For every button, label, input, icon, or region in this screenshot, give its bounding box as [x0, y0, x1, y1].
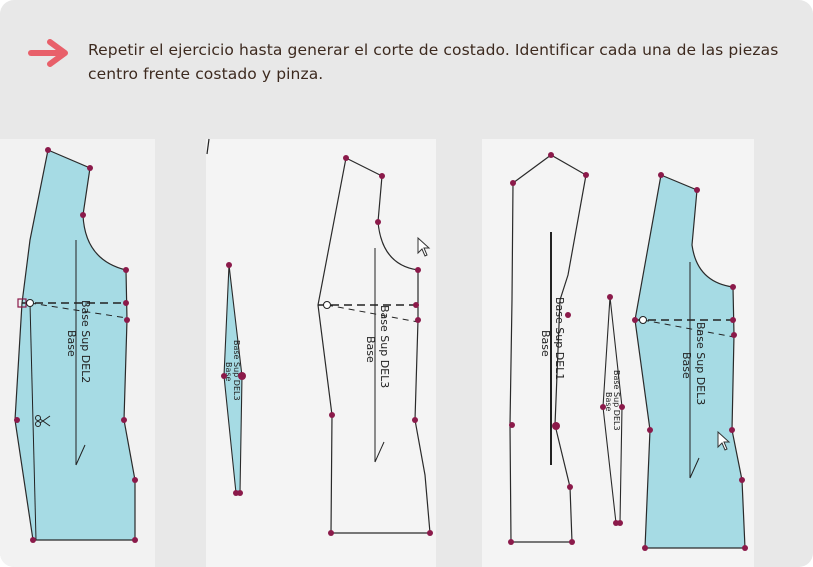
- piece-del3-outline[interactable]: Base Sup DEL3 Base: [317, 155, 433, 536]
- cursor-pointer-icon: [717, 430, 731, 451]
- piece-del3-blue-label: Base Sup DEL3: [694, 322, 707, 405]
- piece-del2[interactable]: Base Sup DEL2 Base: [14, 147, 138, 543]
- piece-dart-a[interactable]: Base Sup DEL3 Base: [221, 262, 246, 496]
- instruction-row: Repetir el ejercicio hasta generar el co…: [28, 38, 788, 86]
- piece-del1[interactable]: Base Sup DEL1 Base: [508, 152, 589, 545]
- piece-dart-b[interactable]: Base Sup DEL3 Base: [600, 294, 625, 526]
- panel-separated-pieces: [206, 139, 436, 567]
- piece-del1-sub: Base: [539, 330, 552, 357]
- instruction-text: Repetir el ejercicio hasta generar el co…: [88, 41, 779, 83]
- piece-dart-a-label: Base Sup DEL3: [232, 340, 241, 401]
- piece-del3-outline-sub: Base: [364, 336, 377, 363]
- piece-dart-b-label: Base Sup DEL3: [612, 370, 621, 431]
- piece-del3-outline-label: Base Sup DEL3: [378, 305, 391, 388]
- partial-line: [206, 138, 210, 155]
- piece-dart-a-sub: Base: [224, 362, 233, 382]
- piece-del3-blue-sub: Base: [680, 352, 693, 379]
- arrow-right-icon: [28, 39, 68, 67]
- piece-dart-b-sub: Base: [604, 392, 613, 412]
- piece-del2-label: Base Sup DEL2: [79, 300, 92, 383]
- piece-del3-blue[interactable]: Base Sup DEL3 Base: [632, 172, 748, 551]
- cursor-pointer-icon: [417, 236, 431, 257]
- piece-del2-points: [14, 147, 138, 543]
- scissors-icon: [35, 415, 51, 427]
- piece-del1-label: Base Sup DEL1: [553, 297, 566, 380]
- piece-del2-sub: Base: [65, 330, 78, 357]
